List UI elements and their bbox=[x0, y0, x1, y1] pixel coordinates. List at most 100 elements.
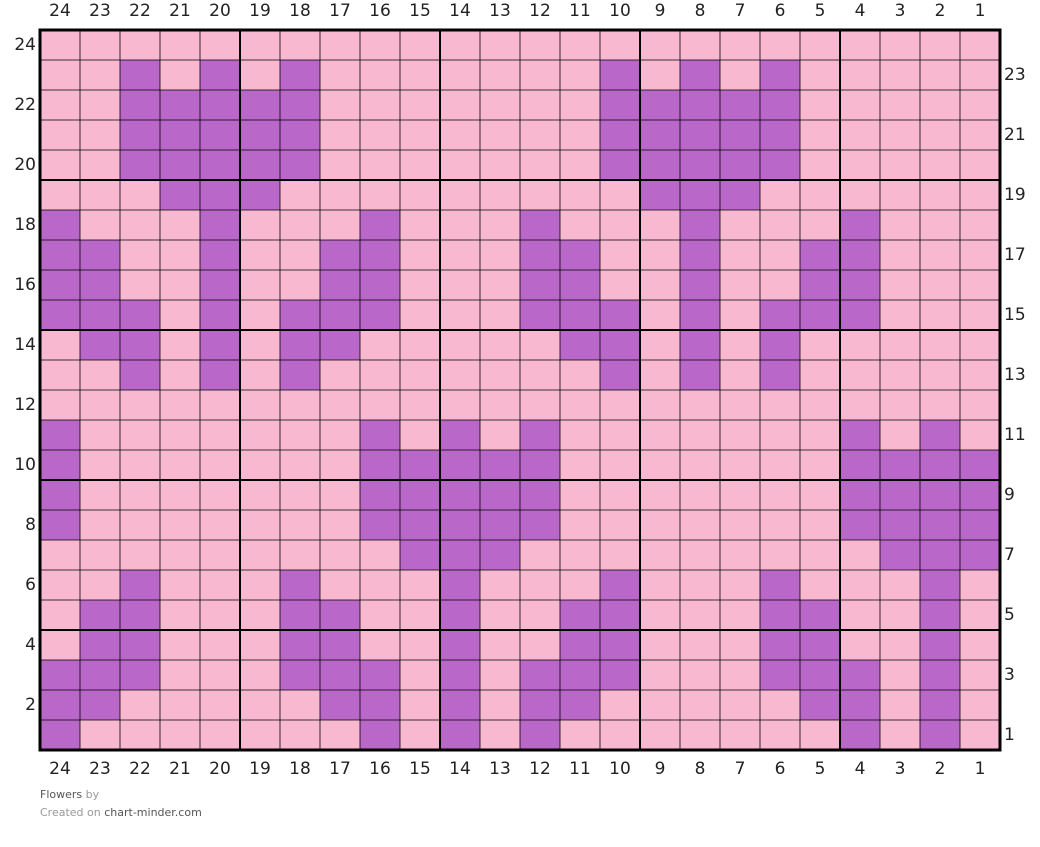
cell bbox=[400, 660, 440, 690]
cell bbox=[800, 660, 840, 690]
cell bbox=[800, 570, 840, 600]
cell bbox=[360, 150, 400, 180]
cell bbox=[760, 540, 800, 570]
column-label: 3 bbox=[895, 759, 906, 779]
cell bbox=[920, 270, 960, 300]
cell bbox=[840, 360, 880, 390]
cell bbox=[40, 360, 80, 390]
cell bbox=[280, 180, 320, 210]
cell bbox=[440, 600, 480, 630]
cell bbox=[80, 420, 120, 450]
cell bbox=[720, 720, 760, 750]
cell bbox=[560, 180, 600, 210]
cell bbox=[400, 570, 440, 600]
column-label: 16 bbox=[369, 1, 391, 21]
cell bbox=[440, 540, 480, 570]
cell bbox=[80, 120, 120, 150]
cell bbox=[880, 270, 920, 300]
cell bbox=[320, 600, 360, 630]
column-label: 4 bbox=[855, 759, 866, 779]
cell bbox=[280, 540, 320, 570]
cell bbox=[880, 240, 920, 270]
cell bbox=[600, 540, 640, 570]
cell bbox=[560, 660, 600, 690]
cell bbox=[440, 720, 480, 750]
cell bbox=[80, 720, 120, 750]
cell bbox=[40, 450, 80, 480]
row-label: 18 bbox=[14, 215, 36, 235]
cell bbox=[160, 690, 200, 720]
cell bbox=[840, 690, 880, 720]
cell bbox=[640, 90, 680, 120]
cell bbox=[160, 720, 200, 750]
cell bbox=[440, 660, 480, 690]
cell bbox=[440, 330, 480, 360]
cell bbox=[520, 600, 560, 630]
cell bbox=[400, 690, 440, 720]
cell bbox=[280, 270, 320, 300]
cell bbox=[640, 480, 680, 510]
cell bbox=[360, 300, 400, 330]
site-link[interactable]: chart-minder.com bbox=[104, 806, 202, 819]
cell bbox=[960, 90, 1000, 120]
cell bbox=[920, 450, 960, 480]
cell bbox=[800, 90, 840, 120]
cell bbox=[240, 360, 280, 390]
cell bbox=[800, 540, 840, 570]
cell bbox=[920, 300, 960, 330]
column-label: 8 bbox=[695, 1, 706, 21]
row-label: 22 bbox=[14, 95, 36, 115]
cell bbox=[440, 360, 480, 390]
cell bbox=[960, 300, 1000, 330]
column-label: 15 bbox=[409, 759, 431, 779]
cell bbox=[720, 300, 760, 330]
cell bbox=[80, 90, 120, 120]
grid-border bbox=[38, 28, 1002, 752]
cell bbox=[600, 180, 640, 210]
cell bbox=[760, 480, 800, 510]
cell bbox=[640, 570, 680, 600]
cell bbox=[240, 330, 280, 360]
cell bbox=[680, 300, 720, 330]
cell bbox=[40, 330, 80, 360]
cell bbox=[560, 450, 600, 480]
cell bbox=[600, 150, 640, 180]
cell bbox=[160, 300, 200, 330]
cell bbox=[320, 540, 360, 570]
cell bbox=[560, 150, 600, 180]
cell bbox=[200, 150, 240, 180]
cell bbox=[440, 510, 480, 540]
cell bbox=[240, 660, 280, 690]
cell bbox=[920, 600, 960, 630]
cell bbox=[80, 630, 120, 660]
cell bbox=[240, 300, 280, 330]
cell bbox=[120, 480, 160, 510]
cell bbox=[160, 180, 200, 210]
row-label: 5 bbox=[1004, 605, 1015, 625]
cell bbox=[480, 240, 520, 270]
cell bbox=[120, 120, 160, 150]
cell bbox=[360, 420, 400, 450]
cell bbox=[680, 510, 720, 540]
cell bbox=[400, 330, 440, 360]
cell bbox=[280, 210, 320, 240]
cell bbox=[240, 480, 280, 510]
cell bbox=[800, 240, 840, 270]
row-label: 10 bbox=[14, 455, 36, 475]
cell bbox=[160, 330, 200, 360]
cell bbox=[600, 330, 640, 360]
cell bbox=[640, 660, 680, 690]
column-label: 14 bbox=[449, 759, 471, 779]
column-label: 22 bbox=[129, 759, 151, 779]
cell bbox=[960, 390, 1000, 420]
cell bbox=[520, 690, 560, 720]
cell bbox=[840, 660, 880, 690]
cell bbox=[680, 450, 720, 480]
cell bbox=[760, 690, 800, 720]
cell bbox=[600, 390, 640, 420]
cell bbox=[920, 480, 960, 510]
cell bbox=[80, 450, 120, 480]
cell bbox=[880, 360, 920, 390]
cell bbox=[120, 420, 160, 450]
cell bbox=[160, 60, 200, 90]
